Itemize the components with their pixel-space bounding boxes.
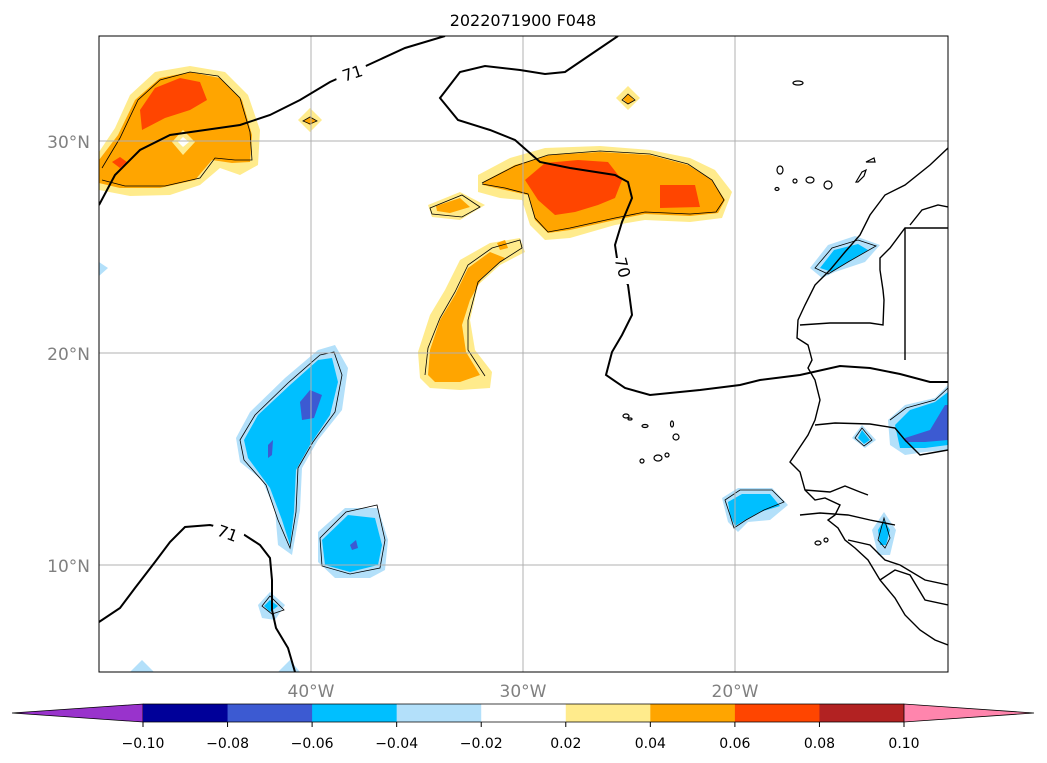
colorbar-tick-label: −0.10 [122, 736, 165, 752]
colorbar-swatch [227, 704, 313, 722]
lon-label-20w: 20°W [712, 682, 759, 702]
lon-label-30w: 30°W [500, 682, 547, 702]
lat-label-30n: 30°N [47, 133, 90, 153]
lon-label-40w: 40°W [288, 682, 335, 702]
negative-region-southwest [318, 508, 388, 578]
colorbar-extend-low [11, 703, 144, 723]
colorbar-swatch [565, 704, 651, 722]
colorbar-ticks: −0.10 −0.08 −0.06 −0.04 −0.02 0.02 0.04 0.06 0.0… [122, 722, 920, 752]
colorbar-swatch [396, 704, 482, 722]
grid-lines [99, 36, 948, 672]
map-frame [98, 35, 949, 673]
colorbar-tick-label: 0.02 [550, 736, 581, 752]
colorbar: −0.10 −0.08 −0.06 −0.04 −0.02 0.02 0.04 0.06 0.0… [11, 703, 1035, 752]
colorbar-swatch [312, 704, 398, 722]
colorbar-tick-label: −0.08 [206, 736, 249, 752]
map-title: 2022071900 F048 [450, 11, 597, 30]
lat-label-20n: 20°N [47, 345, 90, 365]
lat-label-10n: 10°N [47, 557, 90, 577]
colorbar-tick-label: 0.08 [804, 736, 835, 752]
colorbar-tick-label: −0.04 [375, 736, 418, 752]
map-plot-area: 71 70 71 [99, 36, 948, 672]
colorbar-swatch [650, 704, 736, 722]
negative-region-east [722, 236, 948, 555]
islands [622, 80, 876, 546]
colorbar-swatch [734, 704, 820, 722]
coastlines [789, 147, 948, 646]
colorbar-tick-label: 0.06 [719, 736, 750, 752]
colorbar-swatch [143, 704, 229, 722]
colorbar-swatch [481, 704, 567, 722]
thin-contours [101, 71, 948, 615]
colorbar-tick-label: −0.06 [291, 736, 334, 752]
contour-label-70: 70 [611, 255, 635, 280]
colorbar-tick-label: −0.02 [460, 736, 503, 752]
colorbar-tick-label: 0.10 [888, 736, 919, 752]
colorbar-swatch [819, 704, 905, 722]
colorbar-swatches [143, 704, 905, 722]
positive-region-central-north [478, 146, 732, 240]
colorbar-extend-high [903, 703, 1035, 723]
colorbar-tick-label: 0.04 [635, 736, 666, 752]
